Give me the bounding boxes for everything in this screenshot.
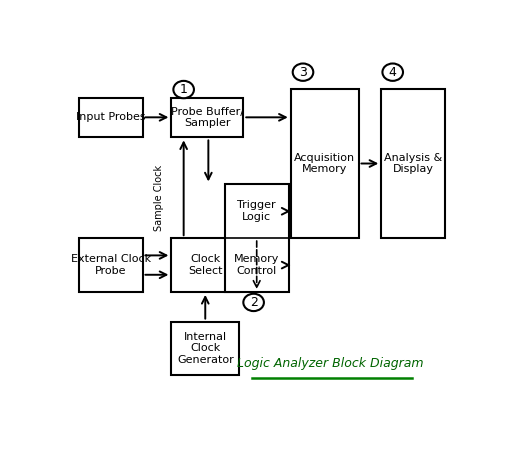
Bar bbox=[79, 97, 142, 138]
Circle shape bbox=[382, 64, 403, 81]
Bar bbox=[381, 89, 445, 238]
Circle shape bbox=[173, 81, 194, 98]
Text: Trigger
Logic: Trigger Logic bbox=[237, 200, 276, 222]
Text: Logic Analyzer Block Diagram: Logic Analyzer Block Diagram bbox=[236, 357, 423, 370]
Text: 2: 2 bbox=[250, 296, 258, 309]
Bar bbox=[172, 97, 243, 138]
Text: Acquisition
Memory: Acquisition Memory bbox=[294, 153, 355, 174]
Text: 4: 4 bbox=[389, 66, 397, 78]
Circle shape bbox=[293, 64, 313, 81]
Bar bbox=[290, 89, 358, 238]
Text: Input Probes: Input Probes bbox=[76, 112, 145, 123]
Bar bbox=[79, 238, 142, 292]
Text: 3: 3 bbox=[299, 66, 307, 78]
Text: Internal
Clock
Generator: Internal Clock Generator bbox=[177, 332, 234, 365]
Text: Probe Buffer/
Sampler: Probe Buffer/ Sampler bbox=[171, 107, 244, 128]
Text: Memory
Control: Memory Control bbox=[234, 254, 279, 276]
Text: Analysis &
Display: Analysis & Display bbox=[384, 153, 442, 174]
Bar bbox=[172, 238, 239, 292]
Bar bbox=[225, 184, 289, 292]
Bar bbox=[172, 322, 239, 375]
Text: External Clock
Probe: External Clock Probe bbox=[71, 254, 151, 276]
Text: 1: 1 bbox=[179, 83, 187, 96]
Text: Clock
Select: Clock Select bbox=[188, 254, 222, 276]
Circle shape bbox=[243, 294, 264, 311]
Text: Sample Clock: Sample Clock bbox=[154, 165, 164, 231]
